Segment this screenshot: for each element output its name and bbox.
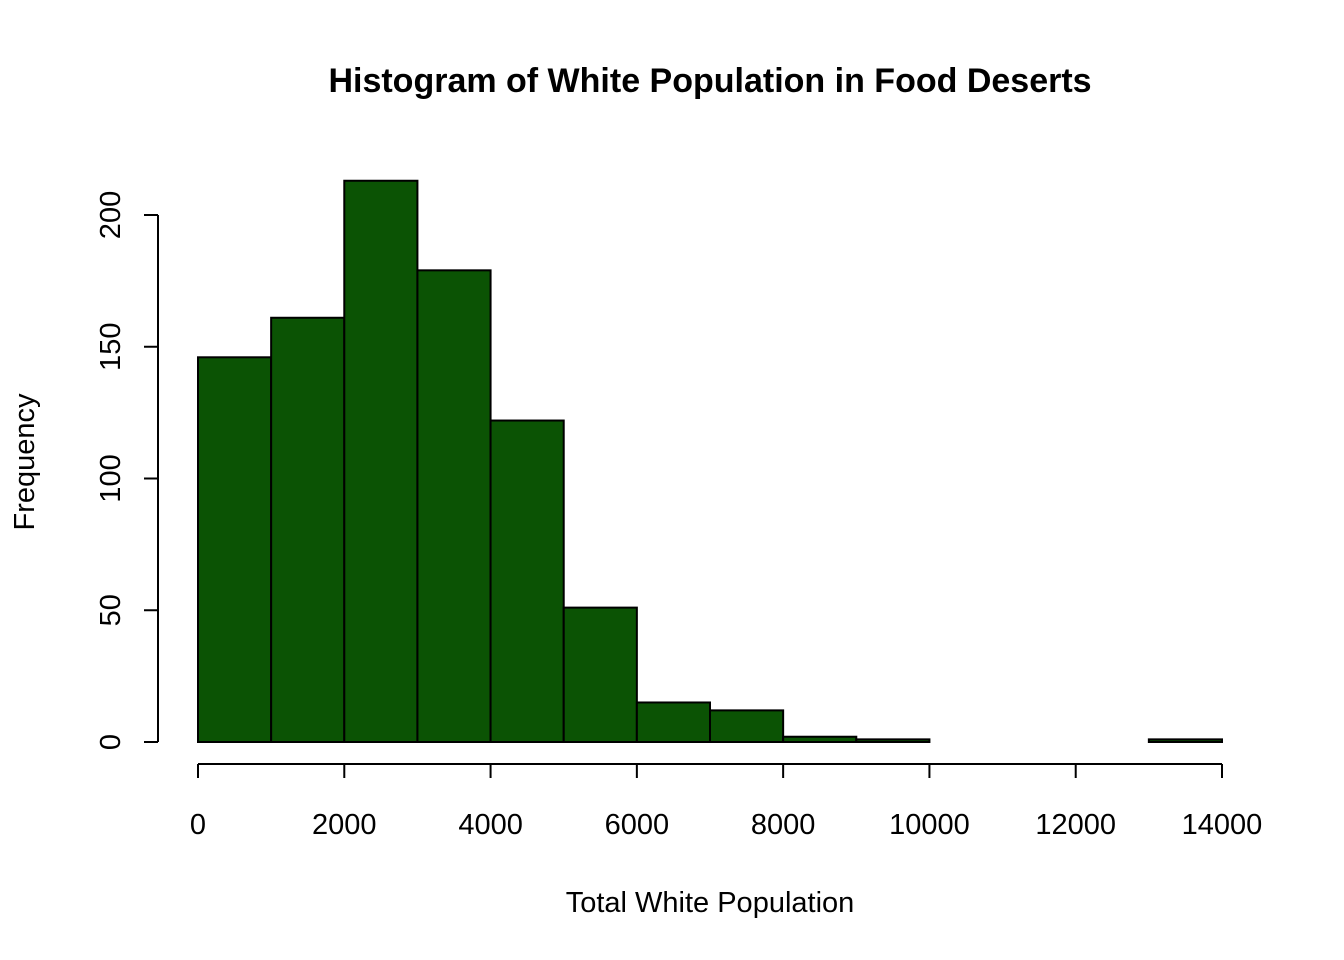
histogram-bar-13 bbox=[1147, 738, 1224, 743]
histogram-bar-1 bbox=[270, 316, 346, 743]
y-axis: 0 50 100 150 200 bbox=[95, 191, 159, 750]
y-axis-label: Frequency bbox=[9, 393, 41, 531]
histogram-bar-4 bbox=[489, 419, 565, 743]
histogram-bar-9 bbox=[855, 738, 931, 743]
histogram-bar-8 bbox=[782, 735, 858, 743]
y-tick-label-3: 150 bbox=[95, 323, 127, 371]
y-tick-label-0: 0 bbox=[95, 734, 127, 750]
chart-title: Histogram of White Population in Food De… bbox=[328, 62, 1091, 100]
x-tick-label-2: 4000 bbox=[458, 809, 523, 841]
x-tick-label-3: 6000 bbox=[605, 809, 670, 841]
x-axis-label: Total White Population bbox=[566, 887, 855, 919]
y-tick-label-4: 200 bbox=[95, 191, 127, 239]
x-tick-label-6: 12000 bbox=[1035, 809, 1116, 841]
x-tick-label-7: 14000 bbox=[1182, 809, 1263, 841]
x-tick-label-4: 8000 bbox=[751, 809, 816, 841]
histogram-bar-3 bbox=[416, 269, 492, 743]
histogram-bar-0 bbox=[197, 356, 273, 743]
histogram-bar-6 bbox=[635, 701, 711, 743]
x-tick-label-0: 0 bbox=[190, 809, 206, 841]
x-axis: 0 2000 4000 6000 8000 10000 12000 14000 bbox=[190, 763, 1263, 841]
y-tick-label-1: 50 bbox=[95, 594, 127, 626]
y-tick-label-2: 100 bbox=[95, 454, 127, 502]
x-tick-label-1: 2000 bbox=[312, 809, 377, 841]
bars-group bbox=[197, 179, 1224, 744]
x-tick-label-5: 10000 bbox=[889, 809, 970, 841]
histogram-bar-5 bbox=[562, 606, 638, 743]
histogram-bar-7 bbox=[709, 709, 785, 744]
histogram-bar-2 bbox=[343, 179, 419, 743]
